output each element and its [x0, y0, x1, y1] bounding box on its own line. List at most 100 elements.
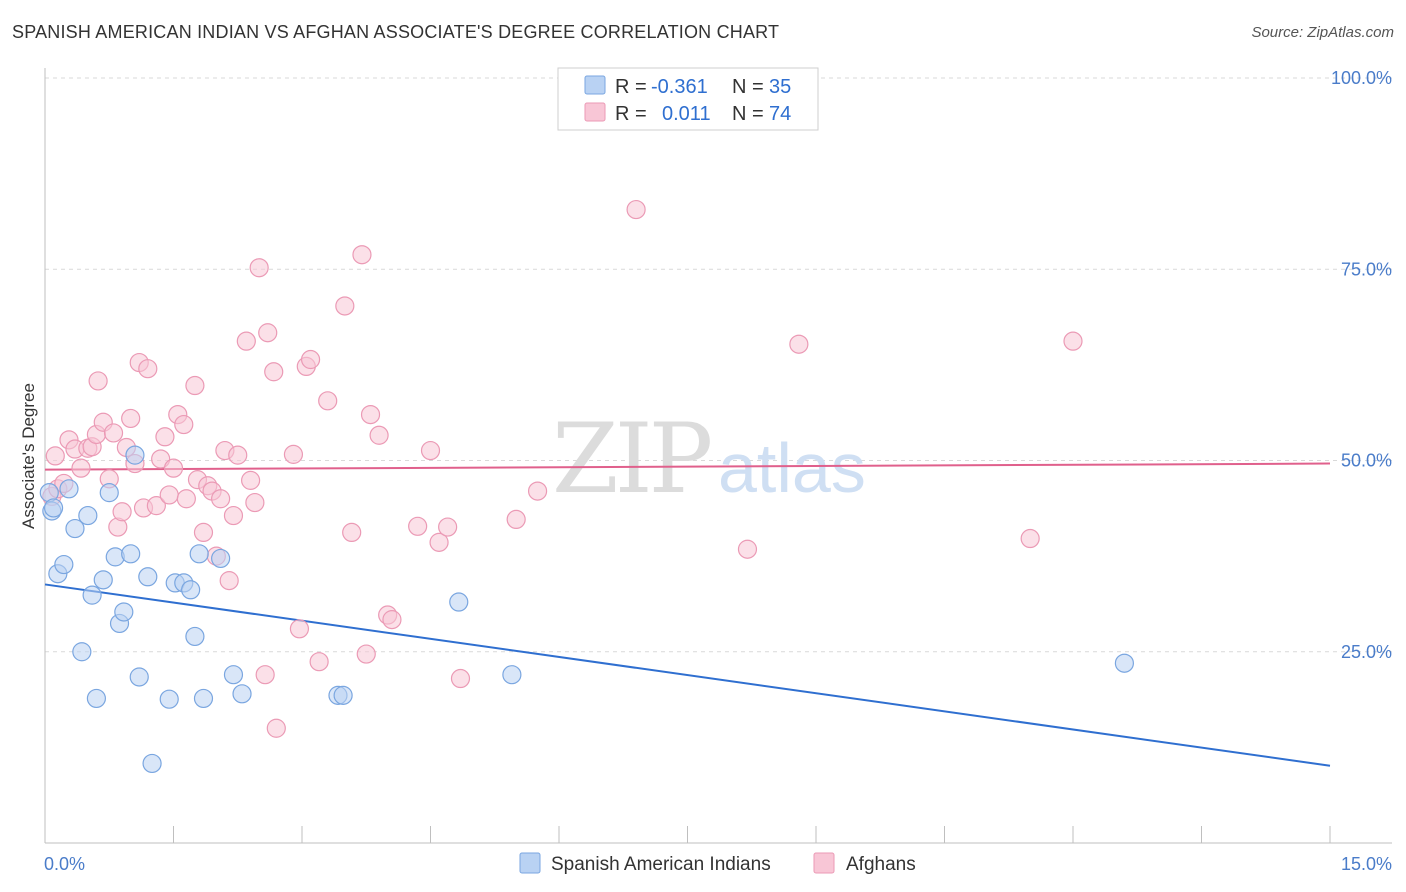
point-afghans — [245, 492, 265, 513]
point-afghans — [309, 652, 329, 672]
x-tick-label-max: 15.0% — [1341, 854, 1392, 874]
point-afghans — [264, 362, 284, 382]
point-afghans — [289, 619, 310, 639]
point-spanish-american-indians — [502, 665, 522, 685]
point-spanish-american-indians — [333, 685, 353, 705]
series-legend-label-afghans: Afghans — [846, 854, 916, 875]
legend-r-label-0: R = — [615, 76, 647, 98]
correlation-legend: R = -0.361 N = 35 R = 0.011 N = 74 — [557, 67, 819, 131]
point-spanish-american-indians — [181, 580, 201, 600]
series-legend: Spanish American Indians Afghans — [519, 852, 916, 875]
series-legend-swatch-spanish-american-indians — [519, 852, 541, 874]
point-spanish-american-indians — [93, 570, 113, 590]
point-afghans — [112, 502, 132, 522]
point-spanish-american-indians — [72, 642, 92, 662]
legend-r-value-1: 0.011 — [662, 103, 711, 125]
point-spanish-american-indians — [449, 592, 469, 612]
y-tick-label-75: 75.0% — [1341, 259, 1392, 279]
point-afghans — [1063, 331, 1083, 351]
point-afghans — [382, 610, 402, 630]
point-spanish-american-indians — [59, 479, 79, 499]
point-afghans — [236, 331, 256, 351]
series-legend-label-spanish-american-indians: Spanish American Indians — [551, 854, 771, 875]
point-afghans — [228, 445, 248, 465]
axes — [44, 68, 1392, 844]
point-spanish-american-indians — [129, 667, 149, 687]
point-spanish-american-indians — [142, 753, 162, 774]
point-afghans — [249, 258, 269, 278]
point-afghans — [369, 425, 389, 445]
point-afghans — [185, 375, 205, 396]
point-afghans — [103, 423, 124, 443]
y-axis-label: Associate's Degree — [19, 383, 38, 529]
point-afghans — [318, 391, 338, 411]
point-afghans — [211, 489, 231, 509]
point-afghans — [88, 371, 108, 391]
point-spanish-american-indians — [82, 585, 102, 605]
legend-r-label-1: R = — [615, 103, 647, 125]
trend-lines — [44, 462, 1331, 767]
point-spanish-american-indians — [54, 554, 74, 575]
y-tick-labels: 25.0% 50.0% 75.0% 100.0% — [1331, 68, 1392, 662]
point-afghans — [1020, 528, 1040, 549]
point-afghans — [155, 427, 175, 447]
point-spanish-american-indians — [1114, 653, 1135, 673]
point-spanish-american-indians — [105, 547, 125, 567]
point-afghans — [737, 539, 758, 559]
legend-n-label-1: N = — [732, 103, 764, 125]
point-afghans — [506, 509, 526, 530]
x-tick-label-min: 0.0% — [44, 854, 85, 874]
point-afghans — [176, 489, 196, 509]
point-afghans — [71, 458, 91, 478]
point-afghans — [429, 532, 449, 552]
legend-r-value-0: -0.361 — [651, 76, 708, 98]
point-afghans — [352, 245, 372, 265]
point-afghans — [626, 199, 646, 220]
point-afghans — [420, 440, 441, 461]
point-spanish-american-indians — [65, 518, 85, 539]
point-afghans — [163, 458, 184, 478]
point-spanish-american-indians — [43, 498, 64, 518]
watermark-zip: ZIP — [552, 403, 711, 515]
point-afghans — [159, 485, 179, 505]
point-spanish-american-indians — [78, 505, 98, 526]
point-spanish-american-indians — [125, 445, 145, 465]
point-spanish-american-indians — [185, 626, 205, 647]
point-afghans — [360, 405, 381, 425]
point-afghans — [241, 470, 261, 490]
point-afghans — [266, 718, 286, 738]
point-afghans — [193, 522, 214, 543]
point-spanish-american-indians — [114, 602, 134, 622]
y-tick-label-25: 25.0% — [1341, 642, 1392, 662]
point-spanish-american-indians — [193, 688, 214, 709]
chart-title: SPANISH AMERICAN INDIAN VS AFGHAN ASSOCI… — [12, 22, 780, 42]
point-afghans — [174, 414, 194, 435]
legend-n-value-0: 35 — [769, 76, 791, 98]
point-spanish-american-indians — [121, 544, 141, 564]
point-afghans — [255, 665, 275, 685]
watermark: ZIP atlas — [552, 403, 866, 515]
data-points — [39, 199, 1135, 774]
chart-source: Source: ZipAtlas.com — [1251, 24, 1394, 41]
point-afghans — [342, 522, 362, 543]
point-afghans — [527, 481, 548, 501]
point-spanish-american-indians — [232, 684, 252, 704]
y-tick-label-50: 50.0% — [1341, 451, 1392, 471]
point-afghans — [335, 296, 355, 316]
point-spanish-american-indians — [189, 544, 209, 564]
point-afghans — [223, 505, 244, 526]
y-tick-label-100: 100.0% — [1331, 68, 1392, 88]
point-afghans — [258, 323, 278, 343]
watermark-atlas: atlas — [718, 429, 866, 507]
trend-line-afghans — [44, 462, 1331, 471]
point-afghans — [300, 349, 321, 370]
series-legend-swatch-afghans — [813, 852, 835, 874]
point-afghans — [789, 334, 809, 354]
point-afghans — [121, 408, 141, 429]
point-afghans — [408, 516, 428, 536]
point-afghans — [450, 668, 471, 689]
x-tick-labels: 0.0% 15.0% — [44, 854, 1392, 874]
point-afghans — [219, 571, 239, 591]
point-spanish-american-indians — [99, 483, 119, 503]
